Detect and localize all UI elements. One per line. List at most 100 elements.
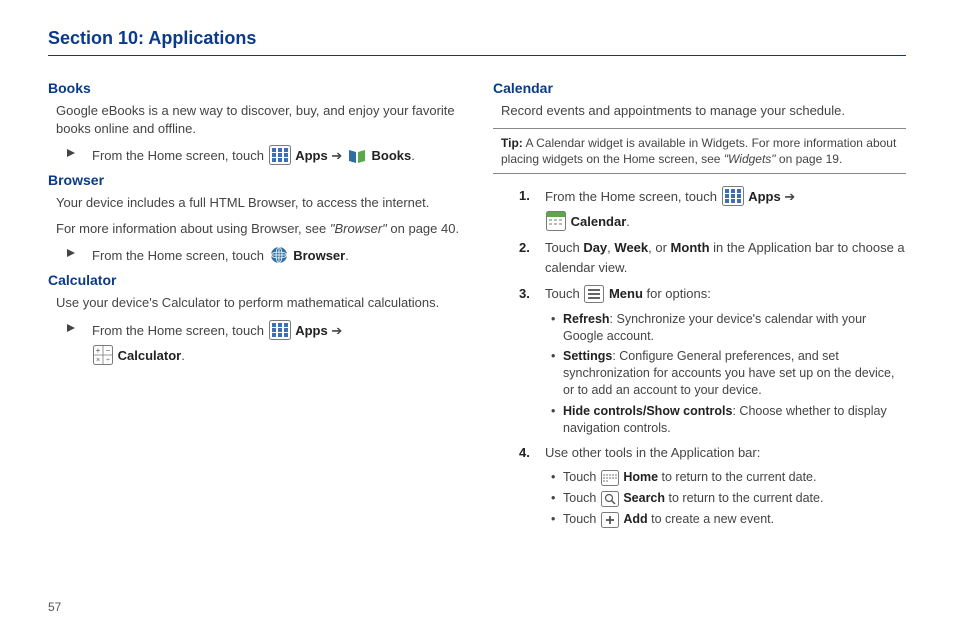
arrow: ➔ [331,323,342,338]
calculator-icon: +−× ÷ [93,345,113,365]
heading-books: Books [48,80,461,96]
month-label: Month [671,240,710,255]
body: : Configure General preferences, and set… [563,349,894,397]
calendar-steps: 1. From the Home screen, touch Apps ➔ Ca… [501,186,906,528]
period: . [411,148,415,163]
text: For more information about using Browser… [56,221,330,236]
apps-label: Apps [295,323,328,338]
lead: Home [623,470,658,484]
books-icon [347,147,367,165]
add-icon [601,512,619,528]
browser-more: For more information about using Browser… [56,220,461,238]
search-icon [601,491,619,507]
body: to return to the current date. [658,470,816,484]
step-4: 4. Use other tools in the Application ba… [519,443,906,463]
page-number: 57 [48,600,61,614]
day-label: Day [583,240,607,255]
step-1: 1. From the Home screen, touch Apps ➔ Ca… [519,186,906,232]
svg-text:÷: ÷ [106,357,110,364]
browser-step-content: From the Home screen, touch Browser. [92,245,461,266]
content-columns: Books Google eBooks is a new way to disc… [48,74,906,534]
books-step-content: From the Home screen, touch Apps ➔ Books… [92,145,461,166]
tip-lead: Tip: [501,136,523,150]
calendar-label: Calendar [571,214,627,229]
calculator-desc: Use your device's Calculator to perform … [56,294,461,312]
tip-body-post: on page 19. [776,152,843,166]
step-number: 1. [519,186,535,206]
apps-grid-icon [269,320,291,340]
step-3-bullets: Refresh: Synchronize your device's calen… [551,311,906,437]
svg-text:−: − [106,346,111,355]
lead: Refresh [563,312,610,326]
text: From the Home screen, touch [92,148,268,163]
triangle-bullet-icon [66,320,82,333]
menu-label: Menu [609,286,643,301]
text: Touch [545,286,583,301]
week-label: Week [614,240,648,255]
apps-grid-icon [722,186,744,206]
step-number: 4. [519,443,535,463]
pre: Touch [563,512,600,526]
text: for options: [643,286,711,301]
step-3-content: Touch Menu for options: [545,284,906,304]
calendar-icon [546,211,566,231]
browser-label: Browser [293,248,345,263]
text: From the Home screen, touch [92,323,268,338]
step-2: 2. Touch Day, Week, or Month in the Appl… [519,238,906,278]
text: , or [648,240,670,255]
step-number: 3. [519,284,535,304]
globe-icon [269,245,289,265]
bullet-search: Touch Search to return to the current da… [551,490,906,507]
tip-box: Tip: A Calendar widget is available in W… [493,128,906,174]
apps-grid-icon [269,145,291,165]
period: . [626,214,630,229]
svg-text:×: × [96,357,100,364]
text: Touch [545,240,583,255]
period: . [345,248,349,263]
browser-desc: Your device includes a full HTML Browser… [56,194,461,212]
heading-calculator: Calculator [48,272,461,288]
triangle-bullet-icon [66,245,82,258]
bullet-refresh: Refresh: Synchronize your device's calen… [551,311,906,345]
arrow: ➔ [331,148,342,163]
text: on page 40. [387,221,459,236]
svg-text:+: + [96,346,101,355]
apps-label: Apps [295,148,328,163]
bullet-settings: Settings: Configure General preferences,… [551,348,906,399]
left-column: Books Google eBooks is a new way to disc… [48,74,461,534]
pre: Touch [563,491,600,505]
arrow: ➔ [784,189,795,204]
period: . [181,348,185,363]
calculator-label: Calculator [118,348,182,363]
right-column: Calendar Record events and appointments … [493,74,906,534]
pre: Touch [563,470,600,484]
heading-calendar: Calendar [493,80,906,96]
calculator-step: From the Home screen, touch Apps ➔ +−×÷ … [66,320,461,366]
books-label: Books [371,148,411,163]
calendar-desc: Record events and appointments to manage… [501,102,906,120]
bullet-add: Touch Add to create a new event. [551,511,906,528]
lead: Add [623,512,647,526]
step-2-content: Touch Day, Week, or Month in the Applica… [545,238,906,278]
bullet-hide-controls: Hide controls/Show controls: Choose whet… [551,403,906,437]
step-number: 2. [519,238,535,258]
step-1-content: From the Home screen, touch Apps ➔ Calen… [545,186,906,232]
lead: Settings [563,349,612,363]
triangle-bullet-icon [66,145,82,158]
calculator-step-content: From the Home screen, touch Apps ➔ +−×÷ … [92,320,461,366]
tip-ref: "Widgets" [724,152,776,166]
books-desc: Google eBooks is a new way to discover, … [56,102,461,137]
books-step: From the Home screen, touch Apps ➔ Books… [66,145,461,166]
step-4-content: Use other tools in the Application bar: [545,443,906,463]
body: to return to the current date. [665,491,823,505]
lead: Hide controls/Show controls [563,404,732,418]
step-3: 3. Touch Menu for options: [519,284,906,304]
body: to create a new event. [648,512,774,526]
text: From the Home screen, touch [92,248,268,263]
browser-step: From the Home screen, touch Browser. [66,245,461,266]
heading-browser: Browser [48,172,461,188]
menu-icon [584,285,604,303]
home-icon [601,470,619,486]
section-title: Section 10: Applications [48,28,906,56]
browser-ref: "Browser" [330,221,387,236]
